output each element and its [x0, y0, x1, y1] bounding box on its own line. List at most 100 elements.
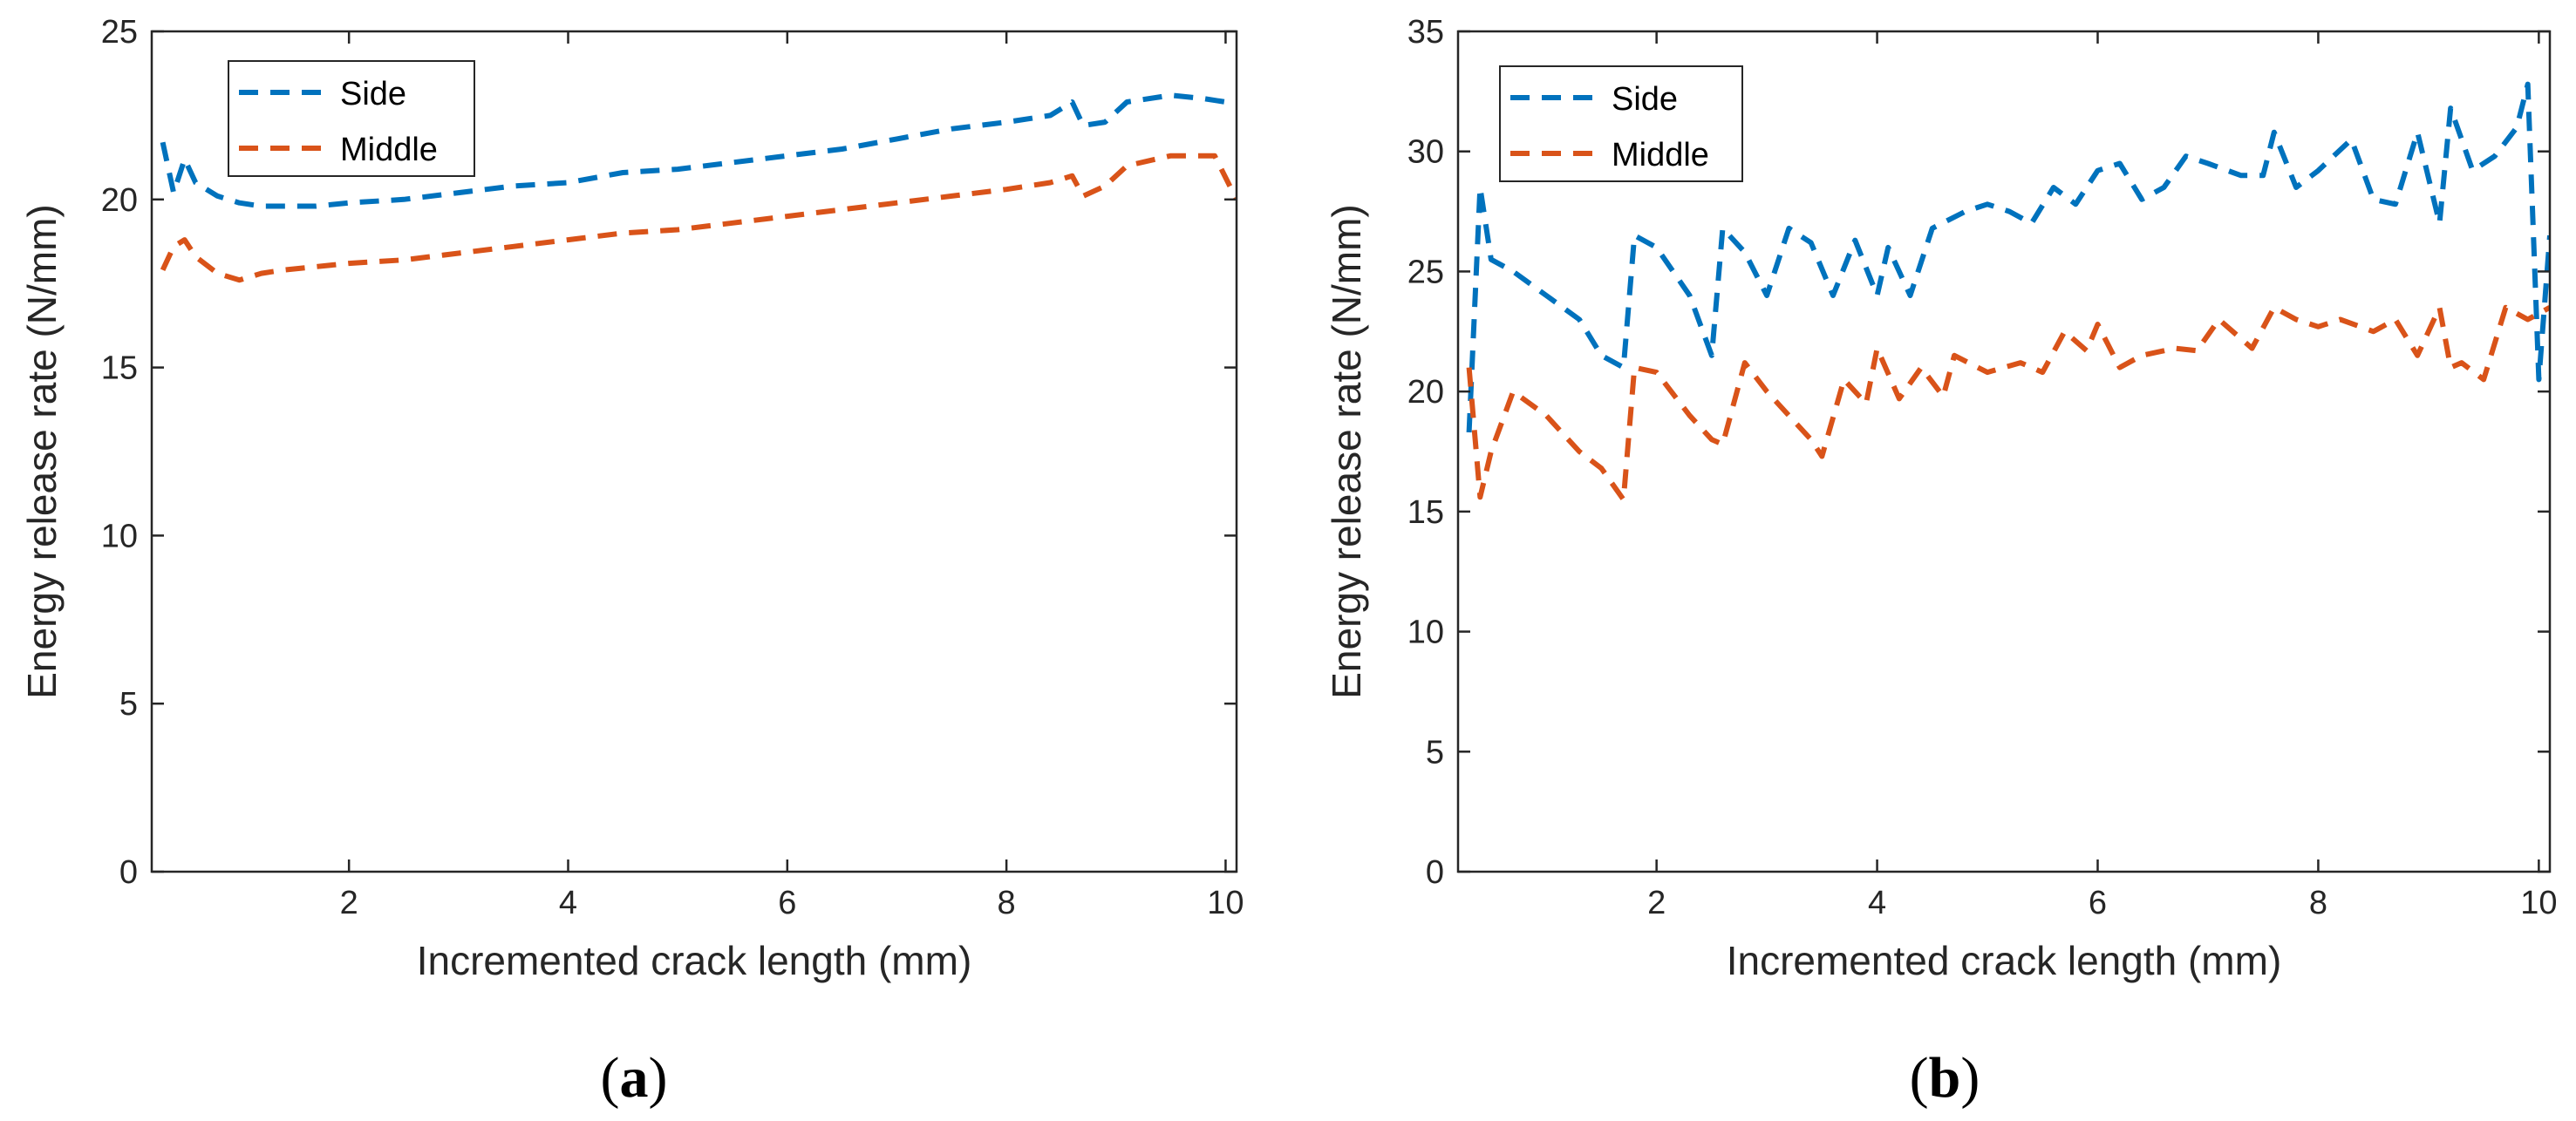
- data-point-middle: [1687, 413, 1693, 418]
- chart-panel-a: 2 4 6 8 10 0 5 10 15 20 25 Incremented crack length…: [19, 14, 1244, 1110]
- data-point-middle: [2172, 346, 2177, 351]
- x-axis-title: Incremented crack length (mm): [417, 938, 972, 983]
- data-point-middle: [2315, 324, 2320, 330]
- data-point-middle: [1510, 389, 1516, 394]
- data-point-middle: [1897, 396, 1902, 401]
- data-point-middle: [2018, 360, 2023, 365]
- y-tick-label: 10: [101, 518, 138, 554]
- data-point-side: [1963, 209, 1968, 214]
- data-point-middle: [2084, 348, 2089, 353]
- data-point-middle: [2338, 317, 2343, 323]
- y-tick-label: 20: [1407, 374, 1444, 411]
- data-point-side: [171, 190, 176, 195]
- data-point-middle: [237, 277, 242, 282]
- data-point-side: [281, 204, 286, 209]
- data-point-middle: [785, 214, 790, 219]
- data-point-middle: [2117, 365, 2123, 370]
- data-point-side: [401, 197, 406, 202]
- y-tick-label: 25: [101, 14, 138, 51]
- data-point-middle: [2217, 317, 2222, 323]
- data-point-side: [1709, 353, 1714, 358]
- legend: Side Middle: [228, 60, 475, 177]
- data-point-middle: [2459, 360, 2464, 365]
- data-point-middle: [1102, 183, 1107, 188]
- panel-label-open-paren: (: [1910, 1046, 1929, 1110]
- data-point-middle: [1809, 437, 1814, 442]
- data-point-middle: [2139, 353, 2144, 358]
- legend-box: [1499, 65, 1743, 182]
- data-point-side: [1830, 293, 1836, 298]
- data-point-middle: [1080, 194, 1086, 199]
- panel-label: (a): [601, 1046, 668, 1110]
- data-point-middle: [1169, 153, 1174, 159]
- data-point-side: [2260, 173, 2266, 178]
- data-point-side: [1885, 245, 1891, 250]
- data-point-side: [1169, 92, 1174, 98]
- chart-panel-b: 2 4 6 8 10 0 5 10 15 20 25 30 35 Incremented crack le…: [1324, 14, 2557, 1110]
- data-point-side: [193, 180, 198, 186]
- data-point-middle: [1047, 180, 1053, 186]
- data-point-middle: [2525, 317, 2531, 323]
- data-point-side: [2007, 209, 2012, 214]
- data-point-side: [346, 200, 351, 206]
- data-point-middle: [1721, 442, 1726, 447]
- data-point-side: [456, 190, 461, 195]
- axes-box: [150, 30, 1238, 873]
- data-point-middle: [840, 207, 845, 212]
- legend-label-side: Side: [340, 76, 406, 112]
- x-tick-label: 6: [2089, 885, 2107, 921]
- data-point-side: [1687, 293, 1693, 298]
- series-group: [160, 92, 1237, 283]
- y-tick-label: 15: [1407, 494, 1444, 531]
- data-point-middle: [1940, 394, 1946, 399]
- data-point-side: [1809, 240, 1814, 245]
- data-point-side: [1654, 245, 1659, 250]
- data-point-middle: [949, 194, 954, 199]
- y-tick-label: 15: [101, 350, 138, 387]
- data-point-side: [1875, 293, 1880, 298]
- data-point-side: [2514, 125, 2519, 130]
- x-tick-label: 4: [559, 885, 577, 921]
- data-point-middle: [2293, 317, 2299, 323]
- data-point-side: [2051, 185, 2056, 190]
- data-point-side: [1467, 430, 1472, 435]
- data-point-side: [215, 194, 220, 199]
- data-point-side: [2437, 221, 2443, 226]
- data-point-side: [2470, 168, 2476, 173]
- data-point-side: [160, 139, 166, 145]
- data-point-side: [1721, 226, 1726, 231]
- data-point-side: [259, 204, 264, 209]
- data-point-side: [730, 160, 735, 165]
- data-point-middle: [2448, 365, 2453, 370]
- data-point-side: [1544, 293, 1549, 298]
- data-point-middle: [182, 237, 187, 242]
- data-point-side: [2448, 105, 2453, 111]
- data-point-side: [237, 200, 242, 206]
- data-point-side: [2525, 82, 2531, 87]
- data-point-middle: [1875, 346, 1880, 351]
- data-point-middle: [193, 254, 198, 259]
- y-tick-label: 5: [1426, 734, 1444, 771]
- data-point-side: [895, 136, 900, 141]
- data-point-middle: [314, 264, 319, 269]
- data-point-middle: [456, 251, 461, 256]
- data-point-side: [2348, 137, 2354, 142]
- data-point-middle: [1918, 365, 1924, 370]
- data-point-side: [314, 204, 319, 209]
- series-line-side: [160, 92, 1226, 209]
- data-point-middle: [2371, 329, 2376, 334]
- data-point-side: [840, 146, 845, 152]
- data-point-middle: [1544, 413, 1549, 418]
- panel-label-close-paren: ): [1960, 1046, 1980, 1110]
- data-point-middle: [1004, 187, 1009, 192]
- data-point-side: [1786, 226, 1791, 231]
- data-point-side: [1908, 293, 1913, 298]
- data-point-middle: [1819, 454, 1824, 459]
- legend: Side Middle: [1499, 65, 1743, 182]
- x-axis-title: Incremented crack length (mm): [1727, 938, 2282, 983]
- data-point-side: [2293, 185, 2299, 190]
- data-point-middle: [171, 244, 176, 249]
- panel-label-close-paren: ): [649, 1046, 668, 1110]
- data-point-side: [1124, 99, 1129, 105]
